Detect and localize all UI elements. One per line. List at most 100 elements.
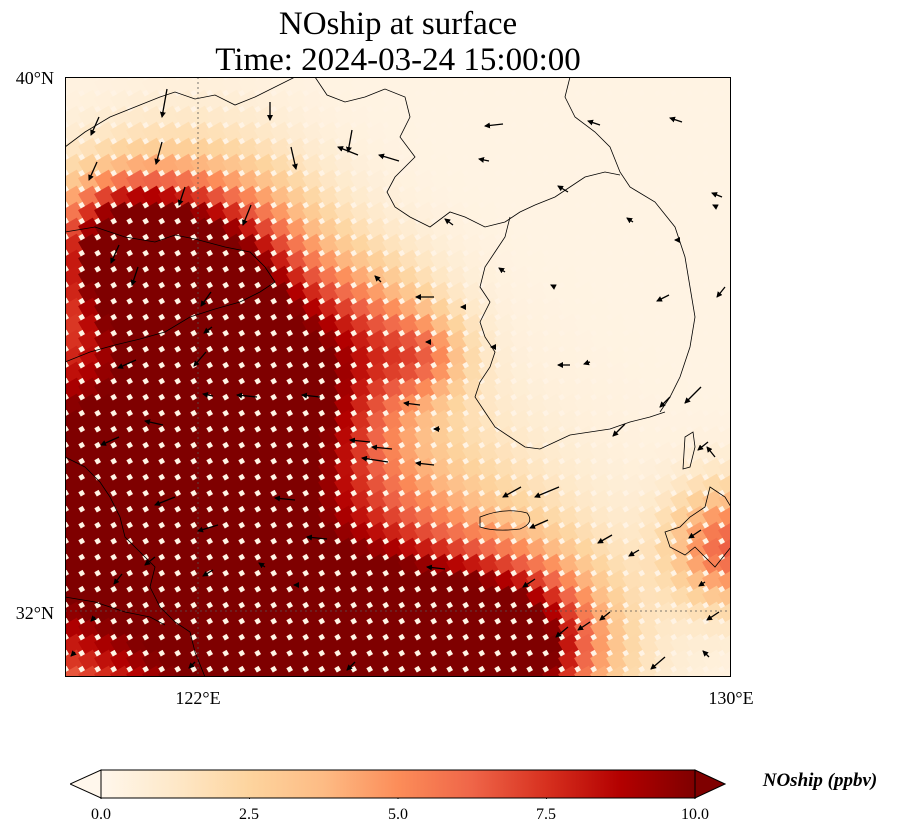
- field-cell: [334, 105, 358, 129]
- field-cell: [334, 665, 358, 677]
- field-cell: [254, 121, 278, 145]
- field-cell: [590, 409, 614, 433]
- wind-arrow: [684, 386, 702, 404]
- field-cell: [414, 361, 438, 385]
- field-cell: [574, 457, 598, 481]
- field-cell: [398, 585, 422, 609]
- field-cell: [318, 153, 342, 177]
- field-cell: [478, 537, 502, 561]
- field-cell: [590, 457, 614, 481]
- wind-arrow: [242, 204, 252, 226]
- field-cell: [142, 185, 166, 209]
- field-cell: [78, 201, 102, 225]
- field-cell: [526, 361, 550, 385]
- field-cell: [526, 489, 550, 513]
- field-cell: [94, 217, 118, 241]
- field-cell: [142, 569, 166, 593]
- field-cell: [65, 569, 86, 593]
- field-cell: [558, 441, 582, 465]
- field-cell: [510, 281, 534, 305]
- field-cell: [526, 345, 550, 369]
- field-cell: [158, 457, 182, 481]
- field-cell: [478, 137, 502, 161]
- field-cell: [126, 361, 150, 385]
- field-cell: [254, 425, 278, 449]
- field-cell: [174, 249, 198, 273]
- field-cell: [126, 377, 150, 401]
- field-cell: [606, 537, 630, 561]
- field-cell: [158, 425, 182, 449]
- field-cell: [350, 393, 374, 417]
- field-cell: [606, 265, 630, 289]
- field-cell: [350, 281, 374, 305]
- wind-arrow: [301, 392, 321, 399]
- field-cell: [510, 553, 534, 577]
- wind-arrow: [502, 486, 522, 498]
- field-cell: [478, 249, 502, 273]
- wind-arrow: [697, 441, 709, 451]
- field-cell: [65, 249, 86, 273]
- field-cell: [222, 425, 246, 449]
- field-cell: [126, 617, 150, 641]
- field-cell: [206, 249, 230, 273]
- field-cell: [510, 377, 534, 401]
- field-cell: [430, 77, 454, 97]
- wind-arrow: [529, 519, 549, 529]
- field-cell: [78, 137, 102, 161]
- field-cell: [430, 329, 454, 353]
- field-cell: [222, 329, 246, 353]
- field-cell: [670, 313, 694, 337]
- field-cell: [222, 297, 246, 321]
- field-cell: [94, 137, 118, 161]
- field-cell: [78, 473, 102, 497]
- concentration-map[interactable]: [65, 77, 731, 677]
- field-cell: [718, 233, 731, 257]
- field-cell: [686, 345, 710, 369]
- field-cell: [670, 185, 694, 209]
- field-cell: [222, 441, 246, 465]
- field-cell: [286, 633, 310, 657]
- field-cell: [718, 153, 731, 177]
- field-cell: [302, 89, 326, 113]
- field-cell: [110, 169, 134, 193]
- field-cell: [286, 137, 310, 161]
- field-cell: [718, 601, 731, 625]
- wind-arrow: [306, 534, 328, 541]
- field-cell: [574, 585, 598, 609]
- field-cell: [654, 537, 678, 561]
- field-cell: [446, 153, 470, 177]
- field-cell: [446, 553, 470, 577]
- field-cell: [606, 105, 630, 129]
- field-cell: [718, 617, 731, 641]
- field-cell: [318, 553, 342, 577]
- field-cell: [78, 89, 102, 113]
- field-cell: [526, 601, 550, 625]
- field-cell: [590, 361, 614, 385]
- field-cell: [638, 425, 662, 449]
- field-cell: [270, 489, 294, 513]
- field-cell: [446, 425, 470, 449]
- field-cell: [542, 217, 566, 241]
- field-cell: [302, 473, 326, 497]
- field-cell: [238, 89, 262, 113]
- field-cell: [398, 217, 422, 241]
- field-cell: [254, 633, 278, 657]
- field-cell: [414, 569, 438, 593]
- field-cell: [206, 169, 230, 193]
- field-cell: [222, 249, 246, 273]
- wind-arrow: [583, 359, 591, 366]
- field-cell: [254, 201, 278, 225]
- field-cell: [494, 665, 518, 677]
- field-cell: [542, 313, 566, 337]
- map-panel[interactable]: [65, 77, 731, 677]
- field-cell: [462, 473, 486, 497]
- field-cell: [718, 313, 731, 337]
- field-cell: [638, 489, 662, 513]
- field-cell: [222, 361, 246, 385]
- field-cell: [318, 329, 342, 353]
- wind-arrow: [426, 564, 446, 571]
- field-cell: [142, 649, 166, 673]
- field-cell: [398, 329, 422, 353]
- field-cell: [638, 265, 662, 289]
- field-cell: [65, 633, 86, 657]
